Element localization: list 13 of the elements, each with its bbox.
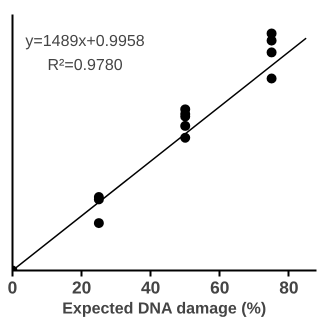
annotation: y=1489x+0.9958 (25, 33, 145, 50)
x-tick-label: 40 (141, 278, 160, 298)
x-tick-label: 60 (210, 278, 230, 298)
x-axis-title: Expected DNA damage (%) (62, 300, 266, 318)
point (266, 47, 277, 58)
annotation: R²=0.9780 (47, 56, 123, 74)
x-tick-label: 0 (8, 278, 18, 298)
point (266, 36, 277, 46)
x-tick-label: 20 (72, 278, 92, 298)
point (180, 120, 190, 131)
x-tick-label: 80 (279, 278, 299, 298)
point (266, 74, 277, 84)
point (94, 218, 104, 228)
